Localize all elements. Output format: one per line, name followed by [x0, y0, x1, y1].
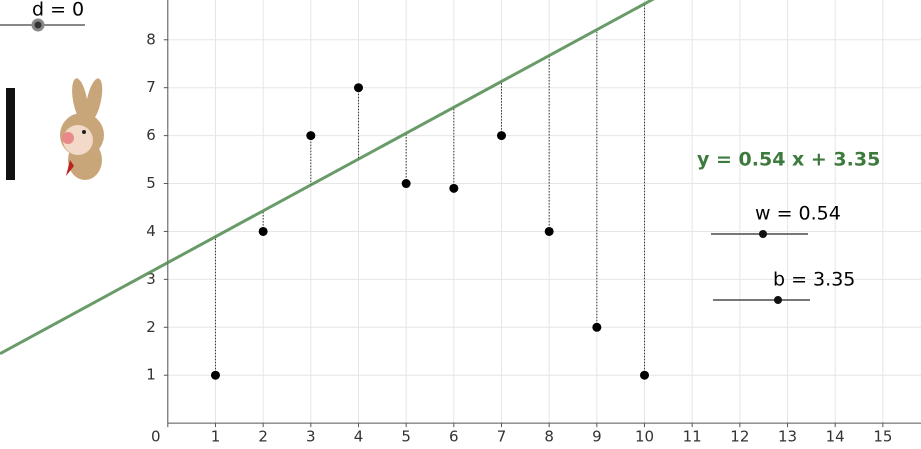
x-tick-label: 3 [306, 428, 316, 446]
slider-knob[interactable] [774, 296, 782, 304]
y-tick-label: 1 [146, 366, 156, 384]
point [544, 226, 554, 236]
x-tick-label: 7 [497, 428, 507, 446]
y-tick-label: 8 [146, 30, 156, 48]
x-tick-label: 1 [211, 428, 221, 446]
x-tick-label: 13 [778, 428, 797, 446]
point [640, 370, 650, 380]
slider-label: w = 0.54 [755, 203, 841, 225]
x-tick-label: 12 [730, 428, 749, 446]
x-tick-label: 8 [544, 428, 554, 446]
x-tick-label: 2 [258, 428, 268, 446]
x-tick-label: 10 [635, 428, 654, 446]
slider-label: b = 3.35 [773, 269, 855, 291]
x-tick-label: 4 [354, 428, 364, 446]
regression-line [0, 0, 655, 355]
x-tick-label: 0 [151, 428, 161, 446]
point [401, 179, 411, 189]
slider-knob[interactable] [31, 18, 45, 32]
x-tick-label: 11 [683, 428, 702, 446]
slider-knob[interactable] [759, 230, 767, 238]
y-tick-label: 4 [146, 222, 156, 240]
x-tick-label: 6 [449, 428, 459, 446]
bar-indicator [6, 88, 15, 180]
point [353, 83, 363, 93]
y-tick-label: 3 [146, 270, 156, 288]
point [258, 226, 268, 236]
point [210, 370, 220, 380]
point [496, 131, 506, 141]
x-tick-label: 14 [826, 428, 845, 446]
equation-label: y = 0.54 x + 3.35 [697, 149, 880, 171]
point [306, 131, 316, 141]
point [592, 322, 602, 332]
x-tick-label: 9 [592, 428, 602, 446]
marks-group [0, 0, 655, 380]
x-tick-label: 5 [401, 428, 411, 446]
y-tick-label: 5 [146, 174, 156, 192]
rabbit-icon [60, 78, 104, 180]
slider-label: d = 0 [32, 0, 84, 21]
y-tick-label: 7 [146, 78, 156, 96]
y-tick-label: 2 [146, 318, 156, 336]
x-tick-label: 15 [873, 428, 892, 446]
point [449, 183, 459, 193]
y-tick-label: 6 [146, 126, 156, 144]
